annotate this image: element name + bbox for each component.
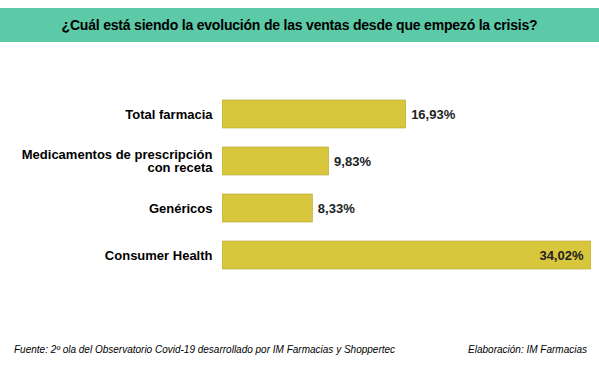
svg-text:Genéricos: Genéricos — [149, 201, 213, 216]
html-text:¿Cuál está siendo la evolución: ¿Cuál está siendo la evolución de las ve… — [61, 17, 538, 33]
svg-text:Medicamentos de prescripciónco: Medicamentos de prescripcióncon receta — [22, 147, 213, 175]
svg-text:16,93%: 16,93% — [411, 107, 456, 122]
svg-text:Consumer Health: Consumer Health — [105, 248, 213, 263]
svg-text:34,02%: 34,02% — [539, 248, 584, 263]
svg-text:Total farmacia: Total farmacia — [125, 107, 213, 122]
svg-text:9,83%: 9,83% — [334, 154, 371, 169]
html-text:Fuente: 2º ola del Observatori: Fuente: 2º ola del Observatorio Covid-19… — [14, 344, 396, 355]
svg-text:8,33%: 8,33% — [318, 201, 355, 216]
html-text:Elaboración: IM Farmacias: Elaboración: IM Farmacias — [468, 344, 587, 355]
